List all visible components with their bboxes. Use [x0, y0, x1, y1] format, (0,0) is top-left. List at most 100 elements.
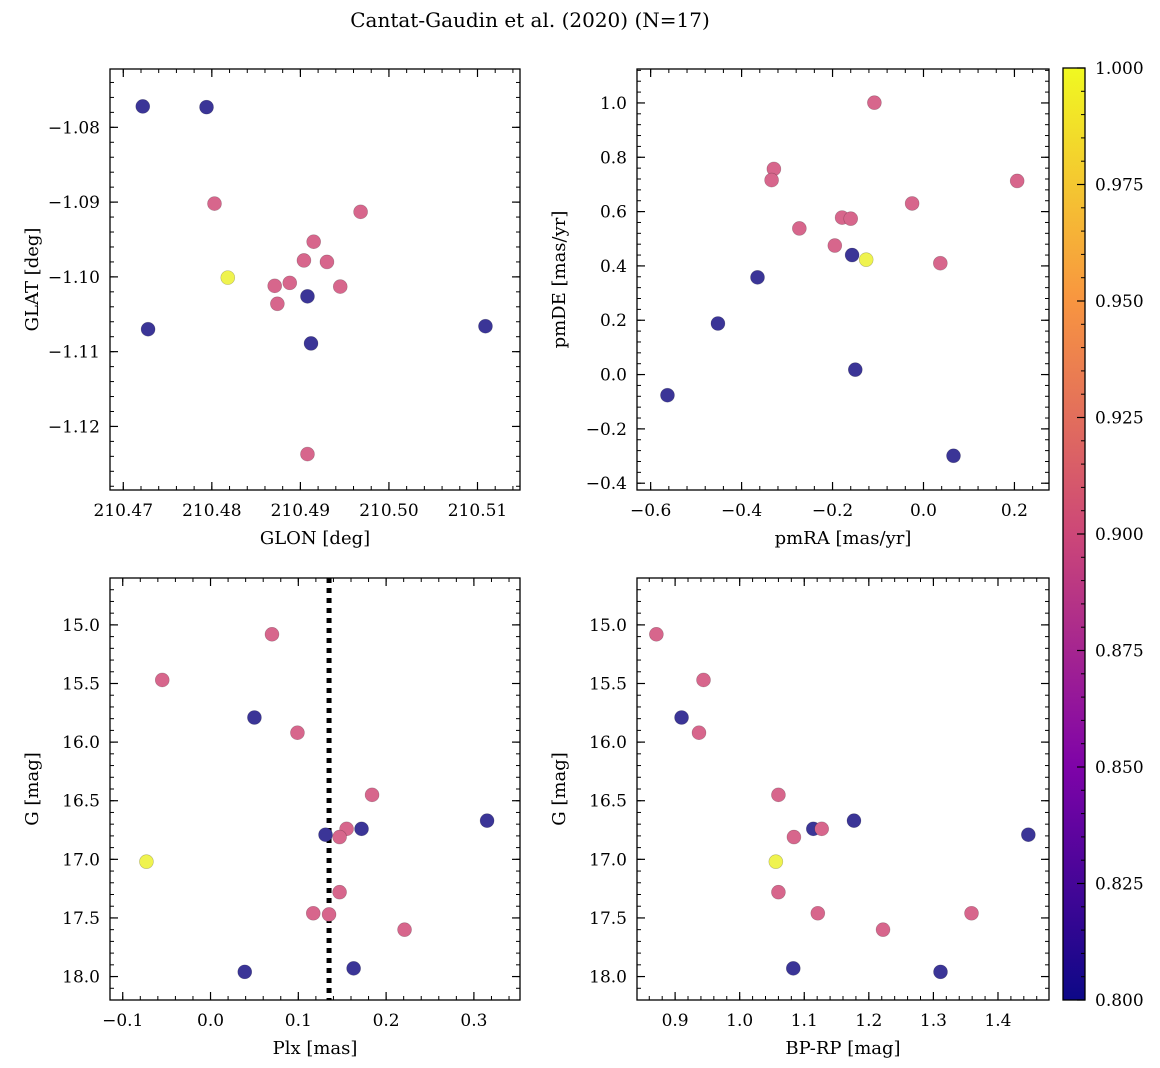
data-point — [140, 321, 156, 337]
data-point — [264, 626, 280, 642]
figure-title: Cantat-Gaudin et al. (2020) (N=17) — [350, 8, 710, 32]
x-tick-label: 1.4 — [984, 1011, 1011, 1031]
data-point — [332, 829, 347, 845]
x-tick-label: 210.49 — [271, 501, 330, 521]
x-tick-label: 1.3 — [920, 1011, 947, 1031]
data-point — [785, 961, 801, 976]
y-tick-label: 16.5 — [589, 792, 627, 812]
colorbar-tick-label: 0.975 — [1095, 176, 1144, 196]
data-point — [139, 854, 154, 869]
colorbar-tick-label: 0.850 — [1095, 758, 1144, 778]
data-point — [792, 221, 807, 236]
colorbar: 0.800 0.825 0.850 0.875 0.900 0.925 0.950 0.975… — [1062, 59, 1144, 1011]
colorbar-tick-label: 0.900 — [1095, 525, 1144, 545]
x-tick-label: 210.51 — [448, 501, 507, 521]
panel-glon-glat: 210.47 210.48 210.49 210.50 210.51 −1.08 −1.09… — [22, 68, 521, 549]
y-axis-label: G [mag] — [22, 752, 43, 825]
y-tick-label: −0.4 — [586, 474, 627, 494]
data-point — [346, 961, 361, 976]
plot-frame — [636, 577, 1050, 1001]
data-point — [1009, 173, 1025, 189]
data-point — [332, 884, 347, 900]
y-tick-label: 0.4 — [600, 257, 627, 277]
colorbar-tick-label: 0.875 — [1095, 642, 1144, 662]
colorbar-frame — [1062, 67, 1086, 1001]
colorbar-tick-label: 0.800 — [1095, 991, 1144, 1011]
data-point — [296, 253, 312, 268]
data-point — [946, 448, 961, 464]
data-point — [846, 813, 862, 828]
y-tick-label: 18.0 — [589, 968, 627, 988]
data-point — [674, 710, 689, 725]
colorbar-tick-label: 1.000 — [1095, 59, 1144, 79]
data-point — [321, 907, 337, 922]
y-tick-label: 16.0 — [62, 733, 100, 753]
y-axis-label: GLAT [deg] — [22, 228, 43, 332]
data-point — [282, 275, 298, 291]
data-point — [479, 813, 495, 828]
data-point — [267, 278, 283, 294]
colorbar-tick-label: 0.925 — [1095, 409, 1144, 429]
y-tick-label: −0.2 — [586, 420, 627, 440]
data-point — [247, 710, 262, 725]
y-tick-label: 17.0 — [62, 850, 100, 870]
data-point — [397, 922, 412, 937]
data-point — [710, 316, 726, 331]
x-tick-label: −0.1 — [102, 1011, 143, 1031]
y-tick-label: 15.0 — [589, 616, 627, 636]
x-tick-label: −0.6 — [630, 501, 671, 521]
data-point — [207, 196, 222, 211]
data-point — [827, 238, 843, 253]
data-point — [135, 99, 151, 114]
x-tick-label: 0.0 — [197, 1011, 224, 1031]
x-tick-label: 210.47 — [94, 501, 153, 521]
plot-frame — [109, 577, 521, 1001]
data-point — [844, 247, 860, 263]
data-point — [904, 196, 920, 211]
data-point — [786, 829, 802, 845]
data-point — [270, 296, 285, 312]
x-tick-label: 210.48 — [182, 501, 241, 521]
y-tick-label: 15.5 — [589, 675, 627, 695]
x-tick-label: 0.2 — [1001, 501, 1028, 521]
y-tick-label: 0.6 — [600, 203, 627, 223]
x-axis-label: GLON [deg] — [260, 528, 370, 549]
plot-frame — [636, 68, 1050, 491]
data-point — [649, 626, 664, 642]
panel-bprp-g: 0.9 1.0 1.1 1.2 1.3 1.4 15.0 15.5 16.0 16.5 17.0 17… — [549, 577, 1050, 1059]
data-point — [300, 446, 315, 462]
data-point — [237, 964, 253, 980]
data-point — [353, 204, 368, 220]
x-axis-label: Plx [mas] — [273, 1038, 358, 1059]
y-axis-label: G [mag] — [549, 752, 570, 825]
data-point — [768, 854, 784, 869]
data-point — [154, 672, 170, 688]
x-axis-label: BP-RP [mag] — [785, 1038, 900, 1059]
y-tick-label: 0.8 — [600, 148, 627, 168]
x-tick-label: 0.1 — [285, 1011, 312, 1031]
data-point — [875, 922, 891, 937]
data-point — [691, 725, 707, 741]
panel-plx-g: −0.1 0.0 0.1 0.2 0.3 15.0 15.5 16.0 16.5 17.0 17.5… — [22, 577, 521, 1059]
y-tick-label: 17.5 — [589, 909, 627, 929]
x-tick-label: 0.9 — [662, 1011, 689, 1031]
data-point — [364, 787, 380, 803]
data-point — [1021, 827, 1036, 843]
data-point — [696, 672, 711, 688]
data-point — [933, 255, 948, 271]
x-tick-label: 0.2 — [373, 1011, 400, 1031]
data-point — [300, 289, 315, 304]
data-point — [478, 318, 493, 334]
data-point — [306, 234, 321, 250]
data-point — [332, 279, 348, 294]
data-point — [660, 387, 675, 403]
y-tick-label: 0.0 — [600, 366, 627, 386]
data-point — [843, 211, 859, 226]
data-point — [318, 827, 333, 843]
y-tick-label: 16.0 — [589, 733, 627, 753]
data-point — [867, 95, 882, 110]
data-point — [771, 787, 786, 803]
x-tick-label: 210.50 — [359, 501, 418, 521]
y-tick-label: 17.0 — [589, 850, 627, 870]
data-point — [303, 336, 319, 351]
